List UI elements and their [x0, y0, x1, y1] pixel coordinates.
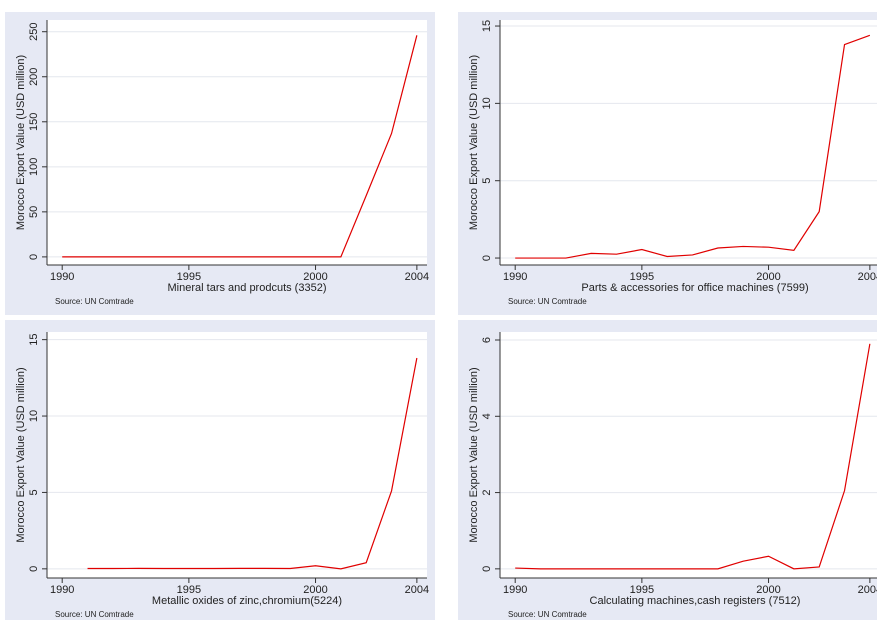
x-tick-label: 2000	[303, 271, 327, 283]
data-line	[515, 34, 871, 259]
data-line	[87, 357, 418, 570]
x-tick-label: 2000	[756, 271, 780, 283]
y-tick-label: 4	[481, 413, 493, 419]
x-axis-label: Metallic oxides of zinc,chromium(5224)	[152, 595, 342, 607]
y-tick-label: 0	[481, 566, 493, 572]
y-axis-label: Morocco Export Value (USD million)	[15, 55, 27, 230]
y-tick-label: 2	[481, 490, 493, 496]
source-note: Source: UN Comtrade	[55, 610, 134, 619]
x-tick-label: 1995	[177, 271, 201, 283]
y-tick-label: 5	[28, 489, 40, 495]
x-tick-label: 2004	[405, 271, 429, 283]
x-axis-label: Parts & accessories for office machines …	[581, 282, 808, 294]
x-tick-label: 1990	[503, 584, 527, 596]
x-tick-label: 1990	[50, 271, 74, 283]
x-tick-label: 2000	[303, 584, 327, 596]
source-note: Source: UN Comtrade	[508, 610, 587, 619]
x-tick-label: 1995	[630, 271, 654, 283]
y-tick-label: 5	[481, 178, 493, 184]
data-line	[515, 343, 871, 570]
x-axis-label: Calculating machines,cash registers (751…	[590, 595, 801, 607]
x-tick-label: 2004	[405, 584, 429, 596]
y-tick-label: 250	[28, 23, 40, 41]
plot-area	[47, 20, 427, 265]
plot-area	[500, 332, 877, 578]
data-line	[62, 35, 418, 258]
y-tick-label: 10	[481, 97, 493, 109]
plot-area	[500, 20, 877, 265]
y-axis-label: Morocco Export Value (USD million)	[468, 367, 480, 542]
y-tick-label: 10	[28, 410, 40, 422]
y-axis-label: Morocco Export Value (USD million)	[15, 367, 27, 542]
plot-area	[47, 332, 427, 578]
y-tick-label: 0	[481, 255, 493, 261]
x-tick-label: 1995	[177, 584, 201, 596]
x-tick-label: 1990	[503, 271, 527, 283]
x-tick-label: 2000	[756, 584, 780, 596]
x-tick-label: 1995	[630, 584, 654, 596]
y-tick-label: 6	[481, 337, 493, 343]
y-tick-label: 15	[28, 334, 40, 346]
y-tick-label: 150	[28, 113, 40, 131]
y-axis-label: Morocco Export Value (USD million)	[468, 55, 480, 230]
y-tick-label: 0	[28, 254, 40, 260]
y-tick-label: 15	[481, 20, 493, 32]
source-note: Source: UN Comtrade	[55, 297, 134, 306]
x-tick-label: 2004	[858, 584, 877, 596]
y-tick-label: 50	[28, 206, 40, 218]
source-note: Source: UN Comtrade	[508, 297, 587, 306]
y-tick-label: 100	[28, 158, 40, 176]
x-tick-label: 2004	[858, 271, 877, 283]
y-tick-label: 0	[28, 566, 40, 572]
x-tick-label: 1990	[50, 584, 74, 596]
y-tick-label: 200	[28, 68, 40, 86]
x-axis-label: Mineral tars and prodcuts (3352)	[168, 282, 327, 294]
